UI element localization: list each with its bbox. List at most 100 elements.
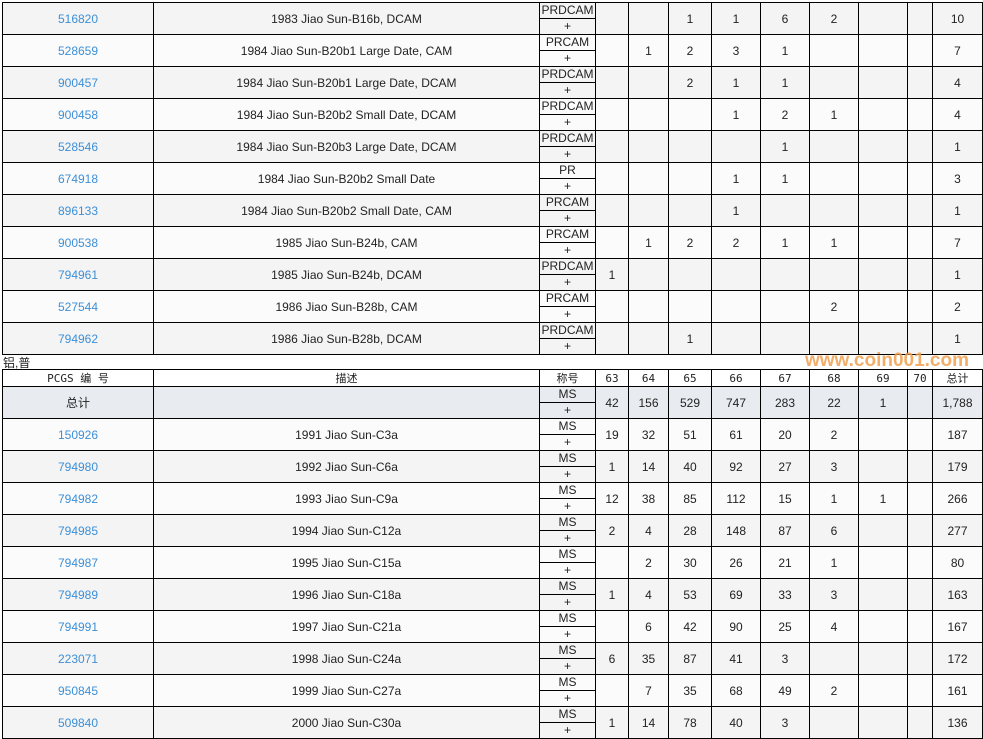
designation: PRDCAM [540, 67, 595, 83]
pcgs-number-link[interactable]: 794991 [2, 610, 154, 643]
pcgs-number-link[interactable]: 896133 [2, 194, 154, 227]
grade-count [760, 322, 810, 355]
pcgs-number-link[interactable]: 900457 [2, 66, 154, 99]
grade-count: 42 [595, 386, 629, 419]
pcgs-number-link[interactable]: 223071 [2, 642, 154, 675]
grade-count: 6 [809, 514, 859, 547]
grade-count [595, 610, 629, 643]
grade-count: 1 [858, 482, 908, 515]
total-count: 266 [932, 482, 983, 515]
designation: PRCAM [540, 195, 595, 211]
grade-count [628, 258, 669, 291]
pcgs-number-link[interactable]: 950845 [2, 674, 154, 707]
grade-count [858, 322, 908, 355]
pcgs-number-link[interactable]: 794989 [2, 578, 154, 611]
grade-count [809, 706, 859, 739]
pcgs-number-link[interactable]: 150926 [2, 418, 154, 451]
designation-cell: MS + [539, 482, 596, 515]
plus-marker: + [563, 19, 571, 33]
grade-count [907, 610, 933, 643]
designation-cell: PRDCAM + [539, 322, 596, 355]
designation: PRCAM [540, 35, 595, 51]
grade-count [907, 194, 933, 227]
designation: MS [540, 579, 595, 595]
grade-count [907, 98, 933, 131]
grade-count [907, 578, 933, 611]
pcgs-number-link[interactable]: 528546 [2, 130, 154, 163]
grade-count: 112 [711, 482, 761, 515]
table-row: 794961 1985 Jiao Sun-B24b, DCAM PRDCAM +1 1 [2, 258, 983, 291]
grade-count: 1 [711, 162, 761, 195]
watermark: www.coin001.com [804, 350, 969, 371]
total-count: 1 [932, 258, 983, 291]
grade-count [858, 706, 908, 739]
grade-count [809, 34, 859, 67]
grade-count: 27 [760, 450, 810, 483]
grade-count: 33 [760, 578, 810, 611]
grade-count: 2 [809, 418, 859, 451]
grade-count: 1 [858, 386, 908, 419]
header-grade: 64 [628, 369, 669, 387]
designation: PR [540, 163, 595, 179]
pcgs-number-link[interactable]: 900538 [2, 226, 154, 259]
designation: MS [540, 419, 595, 435]
designation-cell: PRDCAM + [539, 130, 596, 163]
designation: MS [540, 483, 595, 499]
pcgs-number-link[interactable]: 794987 [2, 546, 154, 579]
grade-count: 4 [809, 610, 859, 643]
grade-count [907, 418, 933, 451]
grade-count: 4 [628, 514, 669, 547]
grade-count: 14 [628, 706, 669, 739]
pcgs-number-link[interactable]: 516820 [2, 2, 154, 35]
designation: PRCAM [540, 227, 595, 243]
plus-marker: + [563, 499, 571, 513]
grade-count [858, 2, 908, 35]
section-title: 铝,普 [3, 356, 31, 370]
designation-cell: MS + [539, 578, 596, 611]
grade-count [858, 130, 908, 163]
pcgs-number-link[interactable]: 528659 [2, 34, 154, 67]
grade-count [858, 226, 908, 259]
pcgs-number-link[interactable]: 900458 [2, 98, 154, 131]
grade-count [668, 258, 712, 291]
grade-count [858, 162, 908, 195]
grade-count: 1 [760, 34, 810, 67]
pcgs-number-link[interactable]: 794980 [2, 450, 154, 483]
table-row: 900457 1984 Jiao Sun-B20b1 Large Date, DC… [2, 66, 983, 99]
grade-count [907, 130, 933, 163]
grade-count [809, 130, 859, 163]
total-count: 7 [932, 226, 983, 259]
pcgs-number-link[interactable]: 794962 [2, 322, 154, 355]
grade-count [595, 290, 629, 323]
grade-count: 35 [668, 674, 712, 707]
grade-count: 68 [711, 674, 761, 707]
table-row: 900538 1985 Jiao Sun-B24b, CAM PRCAM +1 2 2 1 1… [2, 226, 983, 259]
grade-count: 1 [711, 98, 761, 131]
pcgs-number-link[interactable]: 509840 [2, 706, 154, 739]
pcgs-number-link[interactable]: 674918 [2, 162, 154, 195]
coin-description: 1985 Jiao Sun-B24b, CAM [153, 226, 540, 259]
designation-cell: MS + [539, 418, 596, 451]
pcgs-number-link[interactable]: 794985 [2, 514, 154, 547]
pcgs-number-link[interactable]: 794961 [2, 258, 154, 291]
total-count: 167 [932, 610, 983, 643]
pcgs-number-link[interactable]: 794982 [2, 482, 154, 515]
header-row: PCGS 编 号 描述 称号 63 64 65 66 67 68 69 70 总… [2, 369, 983, 387]
grade-count: 1 [809, 226, 859, 259]
grade-count: 1 [809, 546, 859, 579]
grade-count [668, 130, 712, 163]
grade-count: 3 [760, 642, 810, 675]
grade-count [595, 546, 629, 579]
grade-count: 87 [760, 514, 810, 547]
table-row: 150926 1991 Jiao Sun-C3a MS +19 32 51 61 20 2 187 [2, 418, 983, 451]
designation: PRDCAM [540, 131, 595, 147]
grade-count: 1 [711, 66, 761, 99]
grade-count [668, 98, 712, 131]
total-count: 277 [932, 514, 983, 547]
total-count: 161 [932, 674, 983, 707]
designation: MS [540, 515, 595, 531]
grade-count: 85 [668, 482, 712, 515]
table-row: 794991 1997 Jiao Sun-C21a MS +6 42 90 25 4 167 [2, 610, 983, 643]
grade-count [858, 514, 908, 547]
pcgs-number-link[interactable]: 527544 [2, 290, 154, 323]
